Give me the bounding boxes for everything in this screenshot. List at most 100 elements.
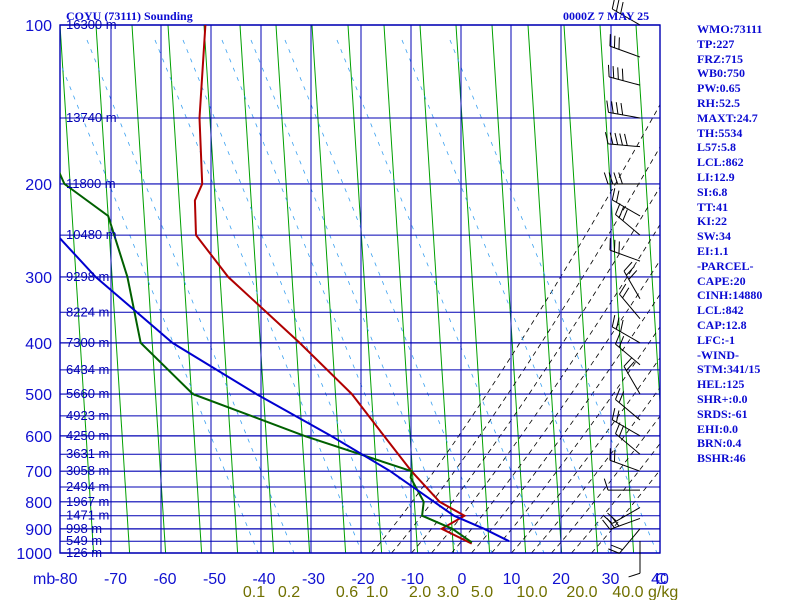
index-item: RH:52.5 bbox=[697, 95, 740, 110]
wind-barb-feather bbox=[613, 172, 619, 185]
temperature-tick-label: 20 bbox=[552, 571, 570, 588]
dry-adiabat bbox=[491, 25, 527, 553]
wind-barb bbox=[611, 408, 641, 437]
wind-barb-feather bbox=[615, 332, 621, 345]
wind-barb-feather bbox=[617, 67, 619, 80]
wind-barb-feather bbox=[620, 1, 624, 14]
pressure-label: 900 bbox=[25, 522, 52, 539]
height-label: 4250 m bbox=[66, 428, 109, 443]
temperature-tick-label: -60 bbox=[153, 571, 176, 588]
dry-adiabat bbox=[527, 25, 563, 553]
wind-barb-feather bbox=[618, 425, 625, 437]
dry-adiabat bbox=[599, 25, 635, 553]
index-item: TT:41 bbox=[697, 199, 729, 214]
wind-barb bbox=[603, 478, 640, 491]
pressure-label: 200 bbox=[25, 177, 52, 194]
mixing-ratio-line bbox=[154, 39, 363, 553]
dry-adiabat bbox=[563, 25, 599, 553]
dry-adiabat bbox=[419, 25, 455, 553]
wind-barb-feather bbox=[622, 209, 628, 221]
mixing-ratio-label: 3.0 bbox=[437, 584, 459, 600]
pressure-label: 300 bbox=[25, 270, 52, 287]
wind-barb bbox=[611, 0, 641, 26]
wind-barb bbox=[619, 283, 641, 320]
wind-barb-feather bbox=[615, 190, 620, 203]
temperature-tick-label: 0 bbox=[458, 571, 467, 588]
wind-barb-feather bbox=[620, 102, 624, 115]
mixing-ratio-line bbox=[284, 39, 493, 553]
height-label: 11800 m bbox=[66, 176, 116, 191]
wind-barb-staff bbox=[612, 326, 641, 344]
parcel-trace bbox=[60, 236, 510, 543]
wind-barb bbox=[611, 188, 641, 217]
mixing-ratio-label: 10.0 bbox=[516, 584, 547, 600]
dry-adiabat bbox=[131, 25, 167, 553]
dry-adiabat bbox=[203, 25, 239, 553]
height-label: 1967 m bbox=[66, 494, 109, 509]
mixing-ratio-label: 5.0 bbox=[471, 584, 493, 600]
index-item: EI:1.1 bbox=[697, 243, 729, 258]
moist-adiabat bbox=[471, 293, 660, 553]
wind-barb-feather bbox=[615, 203, 621, 215]
index-item: LI:12.9 bbox=[697, 169, 735, 184]
mixing-ratio-line bbox=[336, 39, 545, 553]
wind-barb-feather bbox=[603, 478, 609, 491]
wind-barb-feather bbox=[626, 361, 635, 371]
wind-barb-feather bbox=[611, 315, 616, 327]
mixing-ratio-label: 0.6 bbox=[336, 584, 358, 600]
isotherms bbox=[110, 25, 612, 553]
index-item: KI:22 bbox=[697, 214, 727, 229]
wind-barb-feather bbox=[612, 66, 615, 79]
wind-barb-staff bbox=[619, 293, 641, 320]
index-item: FRZ:715 bbox=[697, 51, 743, 66]
height-label: 3631 m bbox=[66, 446, 109, 461]
wind-barb-feather bbox=[614, 132, 619, 145]
wind-barb-feather bbox=[626, 265, 635, 276]
wind-barb-staff bbox=[609, 517, 641, 530]
wind-barb-feather bbox=[602, 519, 611, 530]
dry-adiabats bbox=[60, 25, 800, 553]
height-label: 10480 m bbox=[66, 227, 117, 242]
wind-barb-feather bbox=[615, 388, 621, 400]
moist-adiabat bbox=[551, 415, 660, 553]
wind-barb-feather bbox=[611, 101, 614, 114]
wind-barb bbox=[609, 34, 641, 58]
height-label: 126 m bbox=[66, 545, 102, 560]
wind-barb bbox=[615, 422, 641, 455]
height-label: 13740 m bbox=[66, 110, 117, 125]
isobars bbox=[59, 24, 661, 554]
mixing-ratio-line bbox=[449, 39, 658, 553]
pressure-label: 800 bbox=[25, 495, 52, 512]
wind-barb bbox=[609, 238, 641, 262]
dry-adiabat bbox=[311, 25, 347, 553]
index-item: MAXT:24.7 bbox=[697, 110, 758, 125]
wind-barb-feather bbox=[615, 0, 620, 12]
index-item: SI:6.8 bbox=[697, 184, 728, 199]
index-item: CAPE:20 bbox=[697, 273, 746, 288]
mixing-ratio-label: 2.0 bbox=[409, 584, 431, 600]
wind-barb bbox=[615, 203, 641, 236]
index-item: STM:341/15 bbox=[697, 362, 761, 377]
wind-barb-feather bbox=[623, 357, 633, 367]
dry-adiabat bbox=[275, 25, 311, 553]
index-item: LCL:842 bbox=[697, 303, 744, 318]
index-item: WB0:750 bbox=[697, 66, 745, 81]
dry-adiabat bbox=[167, 25, 203, 553]
wind-barb-staff bbox=[615, 214, 641, 236]
wind-barb bbox=[615, 388, 641, 421]
moist-adiabat bbox=[511, 357, 660, 553]
temperature-tick-label: -80 bbox=[54, 571, 77, 588]
wind-barb-staff bbox=[612, 507, 641, 524]
pressure-unit-label: mb bbox=[33, 571, 55, 588]
wind-barb-feather bbox=[628, 572, 641, 578]
wind-barb-staff bbox=[612, 8, 641, 26]
wind-barb bbox=[608, 528, 641, 554]
dry-adiabat bbox=[780, 25, 800, 553]
wind-barb-feather bbox=[607, 64, 610, 77]
dewpoint-trace bbox=[60, 171, 473, 544]
index-item: TP:227 bbox=[697, 36, 735, 51]
wind-barb-staff bbox=[623, 270, 641, 300]
pressure-label: 500 bbox=[25, 387, 52, 404]
index-item: PW:0.65 bbox=[697, 81, 741, 96]
